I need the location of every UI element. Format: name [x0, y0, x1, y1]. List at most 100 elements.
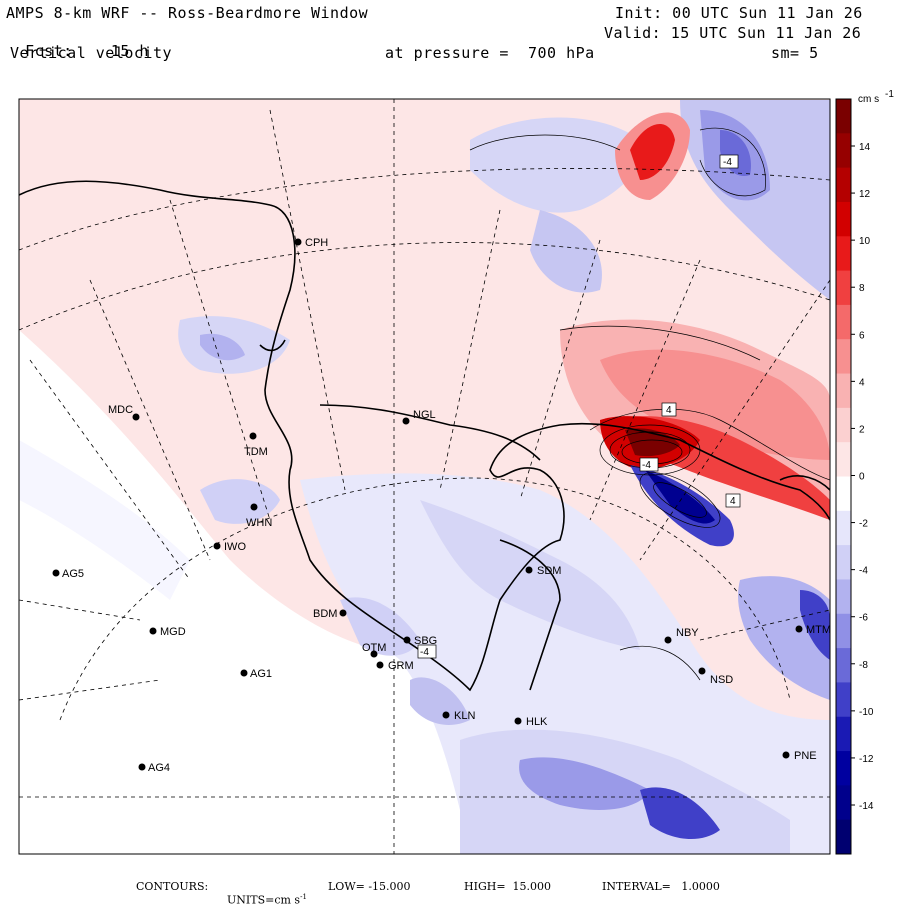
map-canvas: -4 4 -4 4 -4 CPH NGL MDC TDM WHN IWO AG5… [18, 89, 894, 855]
station-SDM[interactable]: SDM [525, 565, 562, 577]
station-NGL[interactable]: NGL [402, 409, 436, 425]
station-MDC[interactable]: MDC [108, 404, 140, 421]
contour-label: -4 [420, 647, 429, 658]
contour-label: 4 [666, 405, 672, 416]
station-HLK[interactable]: HLK [514, 716, 549, 728]
colorbar-units-exp: -1 [885, 89, 894, 100]
station-label: OTM [362, 642, 386, 654]
smoothing-value: sm= 5 [771, 44, 819, 62]
station-label: WHN [246, 517, 272, 529]
station-label: SDM [537, 565, 561, 577]
footer-units-exp: -1 [300, 893, 307, 901]
colorbar-tick-label: 8 [859, 283, 865, 294]
colorbar-swatch [836, 339, 851, 375]
station-label: AG4 [148, 762, 170, 774]
colorbar-tick-label: -6 [859, 613, 868, 624]
station-label: TDM [244, 446, 268, 458]
fcst-value: 15 h [110, 42, 149, 60]
station-AG5[interactable]: AG5 [52, 568, 85, 580]
colorbar-tick-label: 2 [859, 424, 865, 435]
colorbar-tick-label: -2 [859, 519, 868, 530]
colorbar-swatch [836, 819, 851, 855]
station-label: NBY [676, 627, 699, 639]
footer-units-label: UNITS=cm s [227, 893, 301, 907]
station-OTM[interactable]: OTM [362, 642, 386, 658]
colorbar-tick-label: -4 [859, 566, 868, 577]
field-name: Vertical velocity [10, 44, 173, 62]
station-label: AG5 [62, 568, 84, 580]
station-label: NSD [710, 674, 733, 686]
colorbar-units: cm s [858, 94, 879, 105]
colorbar-tick-label: -12 [859, 754, 874, 765]
station-WHN[interactable]: WHN [246, 503, 272, 530]
map-title: AMPS 8-km WRF -- Ross-Beardmore Window [6, 4, 369, 22]
station-label: PNE [794, 750, 817, 762]
colorbar-swatch [836, 579, 851, 615]
colorbar-swatch [836, 785, 851, 821]
station-label: AG1 [250, 668, 272, 680]
stations: CPH NGL MDC TDM WHN IWO AG5 SDM BDM MGD … [52, 237, 832, 774]
colorbar-swatch [836, 99, 851, 134]
colorbar-swatch [836, 270, 851, 306]
footer-contours: CONTOURS: [136, 880, 209, 893]
station-label: NGL [413, 409, 436, 421]
colorbar-swatch [836, 167, 851, 203]
colorbar-tick-label: 12 [859, 189, 871, 200]
colorbar-swatch [836, 407, 851, 443]
station-KLN[interactable]: KLN [442, 710, 476, 722]
station-label: MTM [806, 624, 831, 636]
coastline [19, 180, 830, 692]
station-TDM[interactable]: TDM [244, 432, 268, 459]
colorbar-swatch [836, 510, 851, 546]
station-MGD[interactable]: MGD [149, 626, 186, 638]
forecast-hour-label: Fcst: 15 h [6, 24, 149, 60]
station-NBY[interactable]: NBY [664, 627, 700, 644]
contour-lines [469, 127, 830, 681]
station-MTM[interactable]: MTM [795, 624, 832, 636]
colorbar-swatch [836, 716, 851, 752]
init-time: Init: 00 UTC Sun 11 Jan 26 [615, 4, 863, 22]
map-frame [18, 98, 831, 855]
fcst-label: Fcst: [25, 42, 73, 60]
station-PNE[interactable]: PNE [782, 750, 817, 762]
station-label: GRM [388, 660, 414, 672]
station-AG4[interactable]: AG4 [138, 762, 171, 774]
contour-value-labels: -4 4 -4 4 -4 [417, 154, 741, 659]
colorbar-tick-label: -10 [859, 707, 874, 718]
colorbar-tick-label: 4 [859, 377, 865, 388]
colorbar-tick-label: -8 [859, 660, 868, 671]
station-label: SBG [414, 635, 437, 647]
contour-label: -4 [723, 157, 732, 168]
station-label: BDM [313, 608, 337, 620]
station-GRM[interactable]: GRM [376, 660, 414, 672]
contour-label: 4 [730, 496, 736, 507]
station-BDM[interactable]: BDM [313, 608, 347, 620]
colorbar: 14 12 10 8 6 4 2 0 -2 -4 -6 -8 -10 -12 -14 [835, 98, 874, 855]
station-CPH[interactable]: CPH [294, 237, 329, 249]
pressure-level: at pressure = 700 hPa [385, 44, 595, 62]
footer-low: LOW= -15.000 [328, 880, 411, 893]
colorbar-swatch [836, 648, 851, 683]
colorbar-swatch [836, 133, 851, 169]
footer-interval: INTERVAL= 1.0000 [602, 880, 720, 893]
footer-units: UNITS=cm s-1 [220, 880, 307, 907]
colorbar-swatch [836, 201, 851, 237]
colorbar-tick-label: 10 [859, 236, 871, 247]
field-layer [19, 99, 830, 854]
station-label: HLK [526, 716, 548, 728]
colorbar-swatch [836, 751, 851, 786]
station-AG1[interactable]: AG1 [240, 668, 273, 680]
station-NSD[interactable]: NSD [698, 667, 734, 687]
station-label: MDC [108, 404, 133, 416]
colorbar-swatch [836, 613, 851, 649]
graticule [19, 99, 830, 854]
station-IWO[interactable]: IWO [213, 541, 247, 553]
station-label: IWO [224, 541, 246, 553]
footer-high: HIGH= 15.000 [464, 880, 552, 893]
valid-time: Valid: 15 UTC Sun 11 Jan 26 [604, 24, 862, 42]
station-SBG[interactable]: SBG [403, 635, 438, 647]
station-label: KLN [454, 710, 475, 722]
colorbar-swatch [836, 476, 851, 512]
colorbar-swatch [836, 236, 851, 272]
colorbar-tick-label: -14 [859, 801, 874, 812]
